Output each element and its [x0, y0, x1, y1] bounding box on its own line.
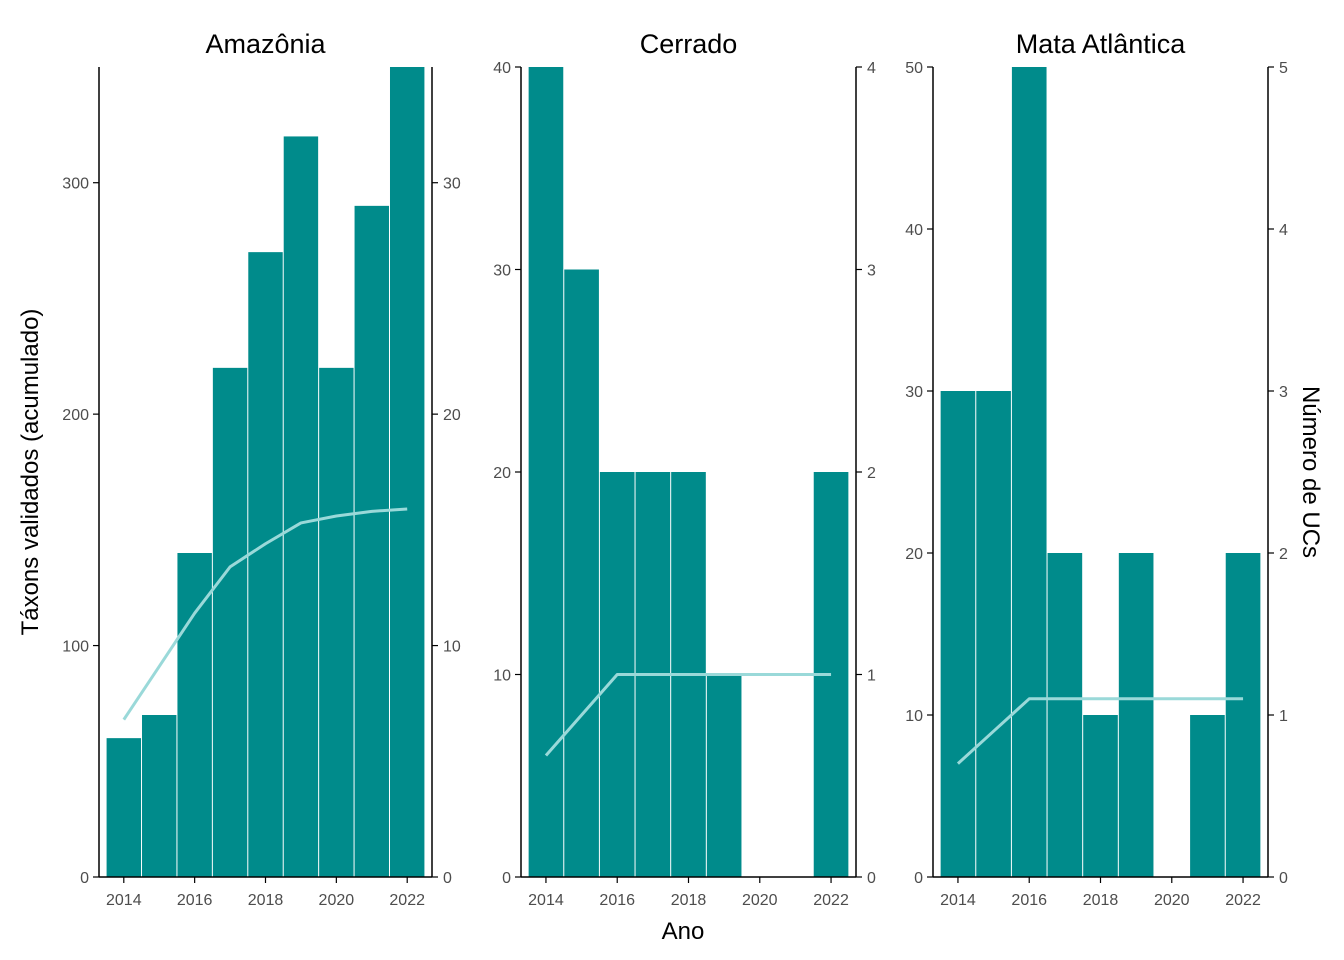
y-right-tick-label: 3: [1279, 384, 1288, 401]
y-left-tick-label: 10: [905, 708, 923, 725]
y-left-tick-label: 10: [493, 668, 511, 685]
y-right-tick-label: 30: [443, 176, 461, 193]
panel-2: 0 10 20 30 40 0 1 2 3 4 2014 2016 2018 2020 2022 Cerrad…: [493, 29, 876, 909]
y-left-tick-label: 50: [905, 60, 923, 77]
bar-2022: [389, 67, 425, 877]
uc-count-line: [122, 507, 408, 721]
x-axis-title: Ano: [662, 918, 705, 945]
y-left-tick-label: 0: [914, 870, 923, 887]
x-tick-label: 2016: [599, 892, 635, 909]
bar-2016: [177, 553, 212, 877]
y-right-tick-label: 0: [1279, 870, 1288, 887]
y-right-tick-label: 2: [867, 465, 876, 482]
y-right-tick-label: 0: [443, 870, 452, 887]
y-left-tick-label: 40: [905, 222, 923, 239]
x-tick-label: 2016: [1011, 892, 1047, 909]
x-tick-label: 2020: [319, 892, 355, 909]
bar-2015: [976, 391, 1011, 877]
y-right-tick-label: 4: [867, 60, 876, 77]
y-right-tick-label: 0: [867, 870, 876, 887]
y-right-tick-label: 20: [443, 407, 461, 424]
y-right-tick-label: 5: [1279, 60, 1288, 77]
y-left-tick-label: 20: [905, 546, 923, 563]
y-axis-right-title: Número de UCs: [1297, 386, 1324, 558]
y-left-tick-label: 20: [493, 465, 511, 482]
x-tick-label: 2016: [177, 892, 213, 909]
y-left-tick-label: 30: [905, 384, 923, 401]
bar-2019: [1118, 553, 1154, 877]
x-tick-label: 2020: [742, 892, 778, 909]
x-tick-label: 2018: [671, 892, 707, 909]
bar-2018: [248, 252, 283, 877]
x-tick-label: 2022: [813, 892, 849, 909]
y-left-tick-label: 0: [502, 870, 511, 887]
uc-count-line: [956, 697, 1244, 765]
bar-2019: [706, 674, 742, 877]
bar-2020: [319, 367, 354, 877]
uc-count-line: [544, 673, 832, 757]
bar-2017: [1047, 553, 1083, 877]
bar-2014: [106, 738, 142, 877]
x-tick-label: 2022: [1225, 892, 1261, 909]
y-right-tick-label: 3: [867, 263, 876, 280]
bar-2019: [283, 136, 319, 877]
panel-title: Amazônia: [205, 29, 326, 59]
y-left-tick-label: 40: [493, 60, 511, 77]
y-right-tick-label: 4: [1279, 222, 1288, 239]
y-left-tick-label: 200: [62, 407, 89, 424]
y-right-tick-label: 2: [1279, 546, 1288, 563]
bar-2016: [1011, 67, 1047, 877]
bar-2018: [1083, 715, 1118, 877]
y-right-tick-label: 1: [867, 668, 876, 685]
x-tick-label: 2014: [528, 892, 564, 909]
y-left-tick-label: 300: [62, 176, 89, 193]
y-right-tick-label: 1: [1279, 708, 1288, 725]
x-tick-label: 2018: [1083, 892, 1119, 909]
bar-2022: [1225, 553, 1261, 877]
bar-2014: [940, 391, 976, 877]
x-tick-label: 2022: [389, 892, 425, 909]
bar-2015: [564, 269, 599, 877]
bar-2015: [142, 715, 177, 877]
x-tick-label: 2020: [1154, 892, 1190, 909]
bar-2021: [1190, 715, 1225, 877]
x-tick-label: 2014: [940, 892, 976, 909]
panel-title: Cerrado: [640, 29, 738, 59]
panel-1: 0 100 200 300 0 10 20 30 2014 2016 2018 2020 2022 Ama…: [62, 29, 461, 909]
y-left-tick-label: 0: [80, 870, 89, 887]
x-tick-label: 2018: [248, 892, 284, 909]
y-right-tick-label: 10: [443, 639, 461, 656]
bar-2021: [354, 205, 389, 878]
bar-2017: [212, 367, 248, 877]
panel-3: 0 10 20 30 40 50 0 1 2 3 4 5 2014 2016 2018 2020 2022 Mat…: [905, 29, 1288, 909]
y-left-tick-label: 100: [62, 639, 89, 656]
y-left-tick-label: 30: [493, 263, 511, 280]
y-axis-left-title: Táxons validados (acumulado): [17, 309, 44, 636]
panel-title: Mata Atlântica: [1016, 29, 1187, 59]
x-tick-label: 2014: [106, 892, 142, 909]
